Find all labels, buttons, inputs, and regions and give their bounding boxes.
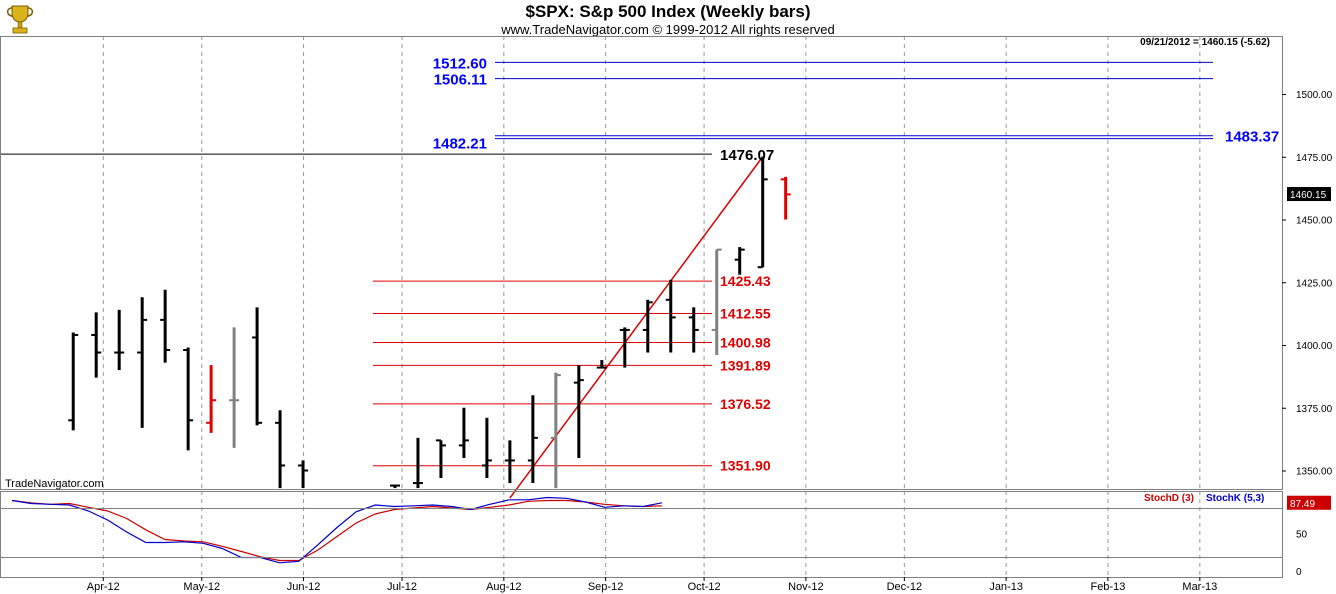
x-axis-label: Mar-13 (1182, 581, 1217, 593)
y-axis-label: 1400.00 (1296, 341, 1333, 352)
stochd-line (11, 499, 663, 562)
x-axis-label: Feb-13 (1090, 581, 1125, 593)
stochastic-value-box (1287, 495, 1331, 510)
x-axis-label: Aug-12 (486, 581, 521, 593)
ohlc-bar (504, 440, 515, 484)
stochk-line (11, 496, 663, 564)
fib-level-label: 1391.89 (720, 357, 771, 373)
ohlc-bar (665, 279, 676, 353)
ohlc-bar (91, 312, 102, 378)
stochd-legend: StochD (3) (1144, 493, 1194, 504)
resistance-label: 1476.07 (720, 147, 774, 164)
ohlc-bar (527, 395, 538, 484)
fib-level-label: 1351.90 (720, 458, 771, 474)
x-axis-label: Nov-12 (788, 581, 823, 593)
x-axis-label: Dec-12 (887, 581, 922, 593)
ohlc-bar (596, 360, 607, 369)
watermark-label: TradeNavigator.com (5, 478, 104, 490)
y-axis-label: 1450.00 (1296, 216, 1333, 227)
target-label: 1483.37 (1225, 129, 1279, 146)
fib-level-label: 1425.43 (720, 273, 771, 289)
trophy-logo-icon (6, 5, 34, 34)
fib-level-label: 1412.55 (720, 305, 771, 321)
ohlc-bar (642, 299, 653, 353)
stochastic-panel-frame (0, 491, 1283, 578)
ohlc-bar (229, 327, 240, 448)
ohlc-bar (550, 372, 561, 489)
price-panel-frame (0, 36, 1283, 490)
last-price-label: 1460.15 (1290, 190, 1327, 201)
ohlc-bar (160, 289, 171, 363)
ohlc-bar (252, 307, 263, 426)
ohlc-bar (275, 410, 286, 489)
ohlc-bar (183, 347, 194, 451)
stochk-legend: StochK (5,3) (1206, 493, 1264, 504)
stochastic-axis-label: 50 (1296, 530, 1308, 541)
ohlc-bar (734, 247, 745, 275)
ohlc-bars (68, 156, 791, 489)
ohlc-bar (688, 307, 699, 353)
ohlc-bar (619, 327, 630, 368)
ohlc-bar (711, 248, 722, 356)
ohlc-bar (137, 297, 148, 428)
x-axis-label: Jan-13 (989, 581, 1023, 593)
ohlc-bar (68, 332, 79, 431)
x-axis-label: Jun-12 (287, 581, 321, 593)
ohlc-bar (757, 156, 768, 269)
trend-line (509, 156, 764, 499)
x-axis-label: Oct-12 (688, 581, 721, 593)
ohlc-bar (573, 365, 584, 458)
last-price-box (1287, 187, 1331, 202)
ohlc-bar (435, 439, 446, 479)
target-label: 1482.21 (433, 136, 487, 153)
y-axis-label: 1350.00 (1296, 467, 1333, 478)
y-axis-label: 1375.00 (1296, 404, 1333, 415)
target-label: 1506.11 (434, 72, 487, 89)
y-axis-label: 1425.00 (1296, 278, 1333, 289)
ohlc-bar (458, 407, 469, 458)
stochastic-axis-label: 0 (1296, 567, 1302, 578)
x-axis-label: Jul-12 (387, 581, 417, 593)
ohlc-bar (481, 417, 492, 479)
y-axis-label: 1500.00 (1296, 90, 1333, 101)
y-axis-label: 1475.00 (1296, 153, 1333, 164)
x-axis-label: May-12 (183, 581, 220, 593)
last-bar-info: 09/21/2012 = 1460.15 (-5.62) (1140, 37, 1270, 48)
ohlc-bar (298, 460, 309, 489)
ohlc-bar (114, 309, 125, 371)
ohlc-bar (389, 484, 400, 489)
ohlc-bar (412, 437, 423, 489)
stochastic-value-label: 87.49 (1290, 499, 1315, 510)
chart-copyright: www.TradeNavigator.com © 1999-2012 All r… (501, 22, 835, 37)
ohlc-bar (780, 176, 791, 220)
ohlc-bar (206, 365, 217, 433)
fib-level-label: 1400.98 (720, 335, 771, 351)
fib-level-label: 1376.52 (720, 396, 771, 412)
x-axis-label: Apr-12 (87, 581, 120, 593)
target-label: 1512.60 (433, 55, 487, 72)
x-axis-label: Sep-12 (588, 581, 623, 593)
chart-title: $SPX: S&p 500 Index (Weekly bars) (525, 2, 811, 21)
